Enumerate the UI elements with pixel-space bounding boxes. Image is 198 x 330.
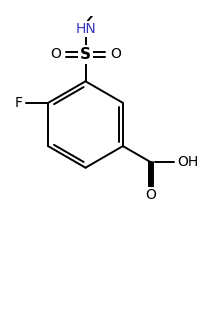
Text: S: S: [80, 47, 91, 62]
Text: O: O: [50, 47, 61, 61]
Text: OH: OH: [177, 155, 198, 169]
Text: F: F: [15, 96, 23, 110]
Text: O: O: [110, 47, 121, 61]
Text: HN: HN: [75, 22, 96, 36]
Text: O: O: [146, 187, 156, 202]
